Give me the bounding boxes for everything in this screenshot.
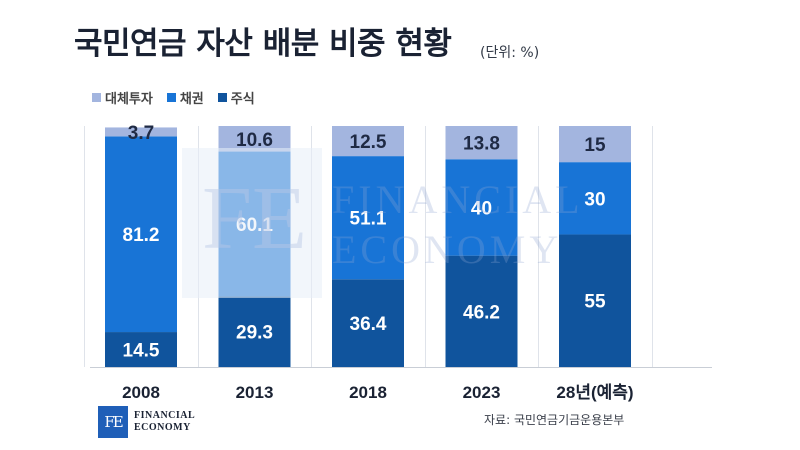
bar-segment-주식 <box>105 332 177 367</box>
logo-text: FINANCIAL ECONOMY <box>134 410 195 434</box>
bar-segment-대체투자 <box>218 126 291 152</box>
data-label: 30 <box>584 189 605 210</box>
legend: 대체투자 채권 주식 <box>92 88 255 107</box>
data-label: 60.1 <box>236 215 273 236</box>
footer-logo: FE FINANCIAL ECONOMY <box>98 406 195 438</box>
legend-label-stocks: 주식 <box>230 92 255 107</box>
bar-segment-주식 <box>559 234 631 367</box>
data-label: 14.5 <box>123 341 160 362</box>
chart-title: 국민연금 자산 배분 비중 현황 <box>74 26 452 62</box>
bar-segment-주식 <box>445 255 518 367</box>
bar-segment-대체투자 <box>105 127 177 137</box>
bar-segment-채권 <box>445 159 518 256</box>
data-label: 15 <box>584 135 606 156</box>
bar-segment-대체투자 <box>559 126 631 163</box>
bar-segment-채권 <box>559 162 631 235</box>
category-label: 2018 <box>349 383 387 402</box>
bar-segment-주식 <box>332 279 404 367</box>
data-label: 29.3 <box>236 323 273 344</box>
category-label: 2013 <box>236 383 274 402</box>
source-note: 자료: 국민연금기금운용본부 <box>484 413 625 427</box>
legend-swatch-bonds <box>166 93 176 102</box>
data-label: 46.2 <box>463 302 500 323</box>
unit-label: (단위: %) <box>480 45 540 61</box>
category-label: 2023 <box>463 383 501 402</box>
bar-segment-주식 <box>218 296 291 367</box>
legend-label-bonds: 채권 <box>179 92 204 107</box>
logo-line1: FINANCIAL <box>134 410 196 421</box>
data-label: 12.5 <box>350 132 387 153</box>
category-label: 2008 <box>122 383 160 402</box>
data-label: 3.7 <box>128 123 154 144</box>
logo-line2: ECONOMY <box>134 422 191 433</box>
legend-swatch-stocks <box>217 93 227 102</box>
data-label: 55 <box>584 292 606 313</box>
data-label: 13.8 <box>463 134 500 155</box>
legend-item-bonds: 채권 <box>166 88 204 107</box>
data-label: 10.6 <box>236 130 273 151</box>
legend-swatch-alternative <box>92 93 101 102</box>
bar-segment-대체투자 <box>445 126 518 160</box>
bar-segment-대체투자 <box>332 126 404 157</box>
legend-item-stocks: 주식 <box>217 88 255 107</box>
legend-label-alternative: 대체투자 <box>105 92 153 107</box>
data-label: 36.4 <box>350 314 387 335</box>
bar-segment-채권 <box>332 156 404 280</box>
category-label: 28년(예측) <box>556 383 633 402</box>
data-label: 40 <box>471 198 492 219</box>
data-label: 81.2 <box>123 225 160 246</box>
logo-mark: FE <box>98 406 128 438</box>
data-label: 51.1 <box>350 209 387 230</box>
bar-segment-채권 <box>105 136 177 333</box>
legend-item-alternative: 대체투자 <box>92 88 153 107</box>
